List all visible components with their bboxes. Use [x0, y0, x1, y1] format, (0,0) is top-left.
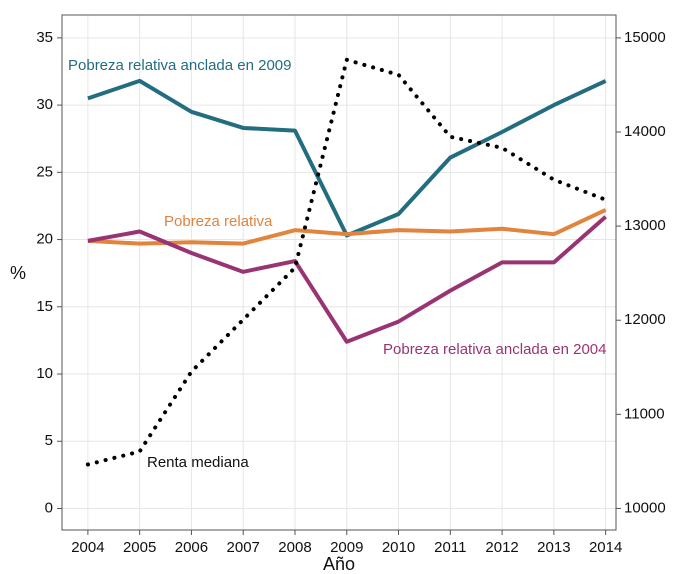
x-tick-label: 2004: [71, 539, 104, 556]
y2-tick-label: 11000: [624, 405, 665, 422]
y-tick-label: 15: [36, 298, 53, 315]
y-tick-label: 30: [36, 96, 53, 113]
y2-tick-label: 14000: [624, 123, 666, 140]
x-tick-label: 2007: [227, 539, 260, 556]
plot-frame: [61, 14, 617, 531]
y-axis-title: %: [10, 263, 26, 283]
series-line: [87, 208, 607, 246]
y-tick-label: 10: [36, 365, 53, 382]
y-tick-label: 0: [45, 499, 53, 516]
x-tick-label: 2010: [382, 539, 415, 556]
x-tick-label: 2005: [123, 539, 156, 556]
x-tick-label: 2014: [589, 539, 622, 556]
x-tick-label: 2011: [434, 539, 466, 556]
x-tick-label: 2006: [175, 539, 208, 556]
series-label: Pobreza relativa anclada en 2004: [383, 341, 607, 358]
series-label: Pobreza relativa anclada en 2009: [68, 57, 292, 74]
x-tick-label: 2009: [330, 539, 363, 556]
x-tick-label: 2013: [537, 539, 570, 556]
x-tick-label: 2008: [278, 539, 311, 556]
y2-tick-label: 10000: [624, 499, 666, 516]
x-tick-label: 2012: [485, 539, 518, 556]
x-axis-title: Año: [323, 554, 355, 574]
y-tick-label: 5: [45, 432, 53, 449]
series-label: Renta mediana: [147, 454, 249, 471]
y2-tick-label: 15000: [624, 29, 666, 46]
series-line: [87, 215, 607, 344]
series-label: Pobreza relativa: [164, 213, 273, 230]
y2-tick-label: 12000: [624, 311, 666, 328]
y2-tick-label: 13000: [624, 217, 666, 234]
y-tick-label: 35: [36, 29, 53, 46]
y-tick-label: 25: [36, 163, 53, 180]
series-line: [85, 57, 608, 467]
y-tick-label: 20: [36, 231, 53, 248]
